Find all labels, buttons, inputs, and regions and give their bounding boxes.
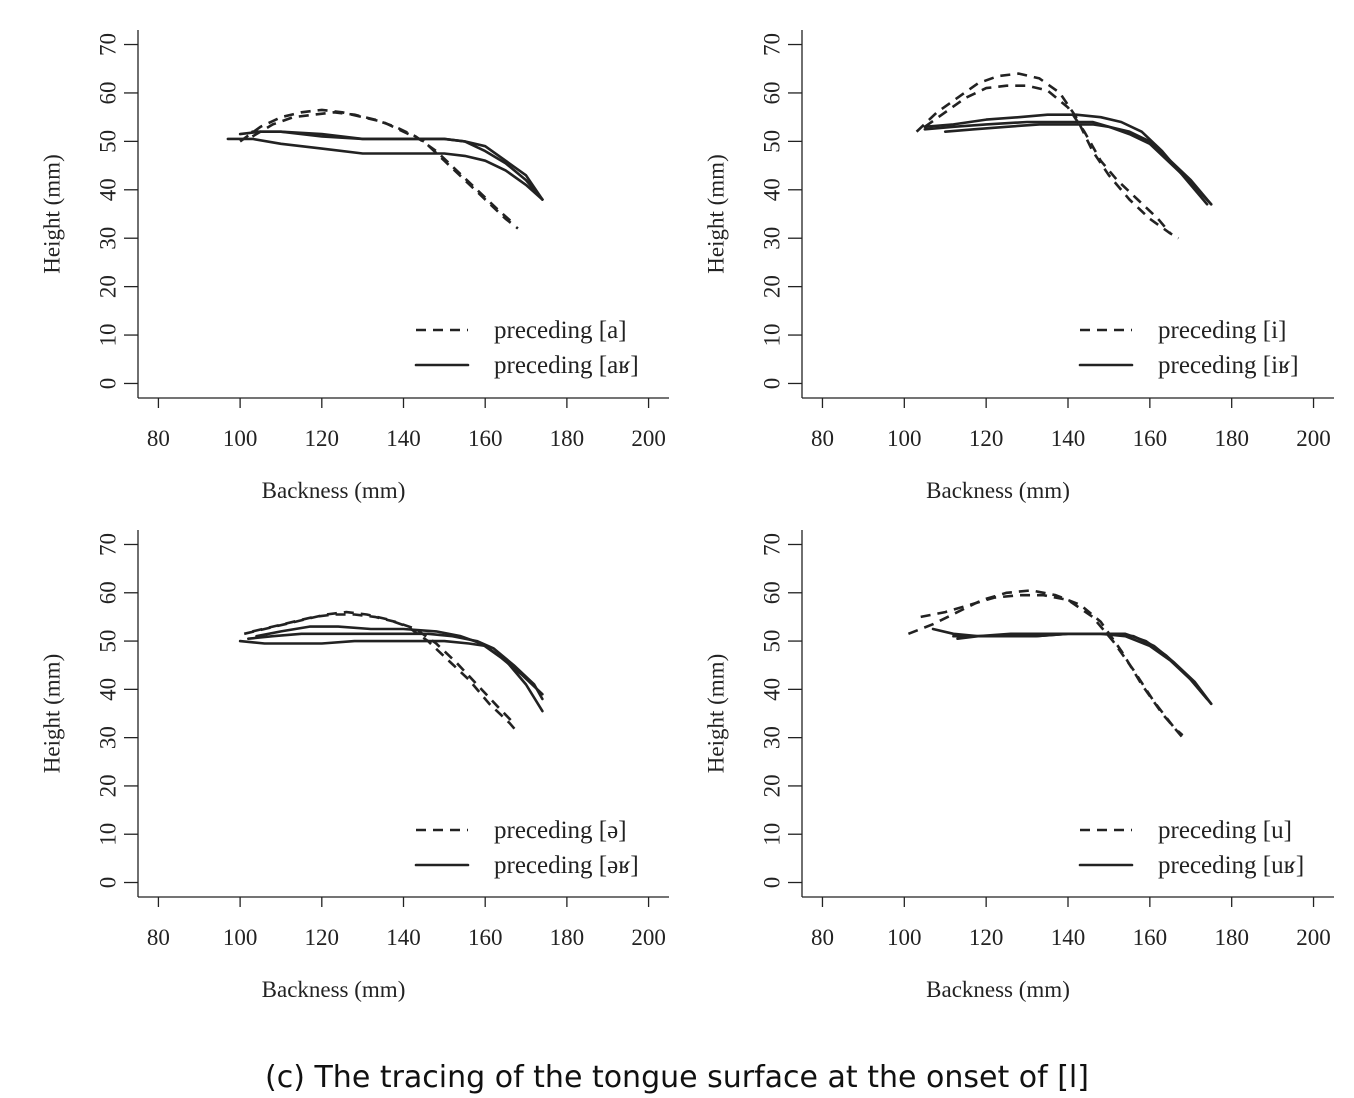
y-tick-label: 50 bbox=[760, 130, 785, 153]
x-tick-label: 140 bbox=[1051, 925, 1086, 950]
x-tick-label: 180 bbox=[550, 426, 585, 451]
x-tick-label: 200 bbox=[1296, 426, 1331, 451]
x-tick-label: 100 bbox=[887, 426, 922, 451]
x-tick-label: 200 bbox=[1296, 925, 1331, 950]
chart-panel-1: 80 100 120 140 160 180 200 0 10 20 30 40 50 60 70 Backn… bbox=[40, 30, 669, 503]
x-axis-title: Backness (mm) bbox=[262, 977, 406, 1002]
y-tick-label: 20 bbox=[96, 774, 121, 797]
series-2-curve bbox=[255, 625, 544, 696]
x-tick-label: 80 bbox=[811, 426, 834, 451]
legend-label: preceding [əʁ] bbox=[494, 852, 639, 879]
series-1-curve bbox=[924, 84, 1172, 235]
y-tick-label: 50 bbox=[96, 630, 121, 653]
y-tick-label: 70 bbox=[760, 33, 785, 56]
y-tick-label: 30 bbox=[96, 726, 121, 749]
x-axis-title: Backness (mm) bbox=[262, 478, 406, 503]
x-tick-label: 160 bbox=[468, 426, 503, 451]
y-tick-label: 0 bbox=[760, 877, 785, 889]
y-tick-label: 30 bbox=[760, 726, 785, 749]
x-tick-label: 100 bbox=[223, 426, 258, 451]
legend-label: preceding [a] bbox=[494, 317, 627, 344]
y-tick-label: 60 bbox=[760, 581, 785, 604]
y-tick-label: 70 bbox=[760, 533, 785, 556]
legend-label: preceding [i] bbox=[1158, 317, 1286, 344]
series-2-curve bbox=[247, 632, 544, 701]
x-tick-label: 80 bbox=[147, 925, 170, 950]
legend-label: preceding [aʁ] bbox=[494, 352, 639, 379]
x-tick-label: 120 bbox=[305, 925, 340, 950]
series-2-curve bbox=[923, 120, 1213, 206]
y-tick-label: 60 bbox=[96, 81, 121, 104]
y-axis-title: Height (mm) bbox=[40, 154, 65, 273]
series-2-curve bbox=[956, 632, 1209, 701]
x-tick-label: 80 bbox=[147, 426, 170, 451]
x-tick-label: 200 bbox=[631, 925, 666, 950]
series-1-curve bbox=[920, 593, 1184, 737]
y-tick-label: 10 bbox=[760, 823, 785, 846]
y-tick-label: 40 bbox=[760, 178, 785, 201]
y-tick-label: 0 bbox=[760, 378, 785, 390]
x-tick-label: 120 bbox=[969, 426, 1004, 451]
y-tick-label: 10 bbox=[96, 324, 121, 347]
series-2-curve bbox=[931, 627, 1213, 706]
x-tick-label: 100 bbox=[223, 925, 258, 950]
x-tick-label: 140 bbox=[386, 925, 421, 950]
y-tick-label: 30 bbox=[96, 227, 121, 250]
x-axis-title: Backness (mm) bbox=[926, 478, 1070, 503]
y-tick-label: 60 bbox=[760, 81, 785, 104]
y-tick-label: 10 bbox=[760, 324, 785, 347]
y-tick-label: 70 bbox=[96, 33, 121, 56]
x-tick-label: 140 bbox=[386, 426, 421, 451]
series-2-curve bbox=[952, 632, 1213, 706]
series-2-curve bbox=[251, 130, 544, 201]
y-tick-label: 0 bbox=[96, 877, 121, 889]
x-tick-label: 180 bbox=[550, 925, 585, 950]
series-1-curve bbox=[251, 111, 515, 225]
y-tick-label: 60 bbox=[96, 581, 121, 604]
series-2-curve bbox=[923, 113, 1209, 206]
figure-caption: (c) The tracing of the tongue surface at… bbox=[265, 1060, 1089, 1095]
legend-label: preceding [ə] bbox=[494, 817, 627, 844]
legend-label: preceding [uʁ] bbox=[1158, 852, 1304, 879]
y-tick-label: 40 bbox=[96, 678, 121, 701]
x-tick-label: 180 bbox=[1214, 426, 1249, 451]
chart-panel-4: 80 100 120 140 160 180 200 0 10 20 30 40 50 60 70 Backn… bbox=[704, 530, 1334, 1002]
y-tick-label: 10 bbox=[96, 823, 121, 846]
y-tick-label: 20 bbox=[96, 275, 121, 298]
x-tick-label: 180 bbox=[1214, 925, 1249, 950]
x-axis-title: Backness (mm) bbox=[926, 977, 1070, 1002]
chart-panel-3: 80 100 120 140 160 180 200 0 10 20 30 40 50 60 70 Backn… bbox=[40, 530, 669, 1002]
x-tick-label: 160 bbox=[1133, 426, 1168, 451]
series-1-curve bbox=[907, 589, 1184, 739]
y-tick-label: 40 bbox=[96, 178, 121, 201]
y-tick-label: 20 bbox=[760, 275, 785, 298]
legend-label: preceding [u] bbox=[1158, 817, 1292, 844]
y-axis-title: Height (mm) bbox=[40, 654, 65, 773]
y-tick-label: 20 bbox=[760, 774, 785, 797]
chart-panel-2: 80 100 120 140 160 180 200 0 10 20 30 40 50 60 70 Backn… bbox=[704, 30, 1334, 503]
y-tick-label: 50 bbox=[760, 630, 785, 653]
x-tick-label: 160 bbox=[1133, 925, 1168, 950]
series-1-curve bbox=[239, 108, 519, 230]
x-tick-label: 160 bbox=[468, 925, 503, 950]
legend-label: preceding [iʁ] bbox=[1158, 352, 1299, 379]
x-tick-label: 100 bbox=[887, 925, 922, 950]
y-tick-label: 70 bbox=[96, 533, 121, 556]
y-tick-label: 30 bbox=[760, 227, 785, 250]
series-2-curve bbox=[226, 137, 544, 201]
series-2-curve bbox=[943, 123, 1213, 206]
x-tick-label: 200 bbox=[631, 426, 666, 451]
series-1-curve bbox=[252, 613, 515, 725]
y-axis-title: Height (mm) bbox=[704, 654, 729, 773]
y-tick-label: 0 bbox=[96, 378, 121, 390]
x-tick-label: 140 bbox=[1051, 426, 1086, 451]
x-tick-label: 80 bbox=[811, 925, 834, 950]
y-axis-title: Height (mm) bbox=[704, 154, 729, 273]
x-tick-label: 120 bbox=[969, 925, 1004, 950]
y-tick-label: 50 bbox=[96, 130, 121, 153]
series-1-curve bbox=[915, 72, 1180, 240]
y-tick-label: 40 bbox=[760, 678, 785, 701]
x-tick-label: 120 bbox=[305, 426, 340, 451]
